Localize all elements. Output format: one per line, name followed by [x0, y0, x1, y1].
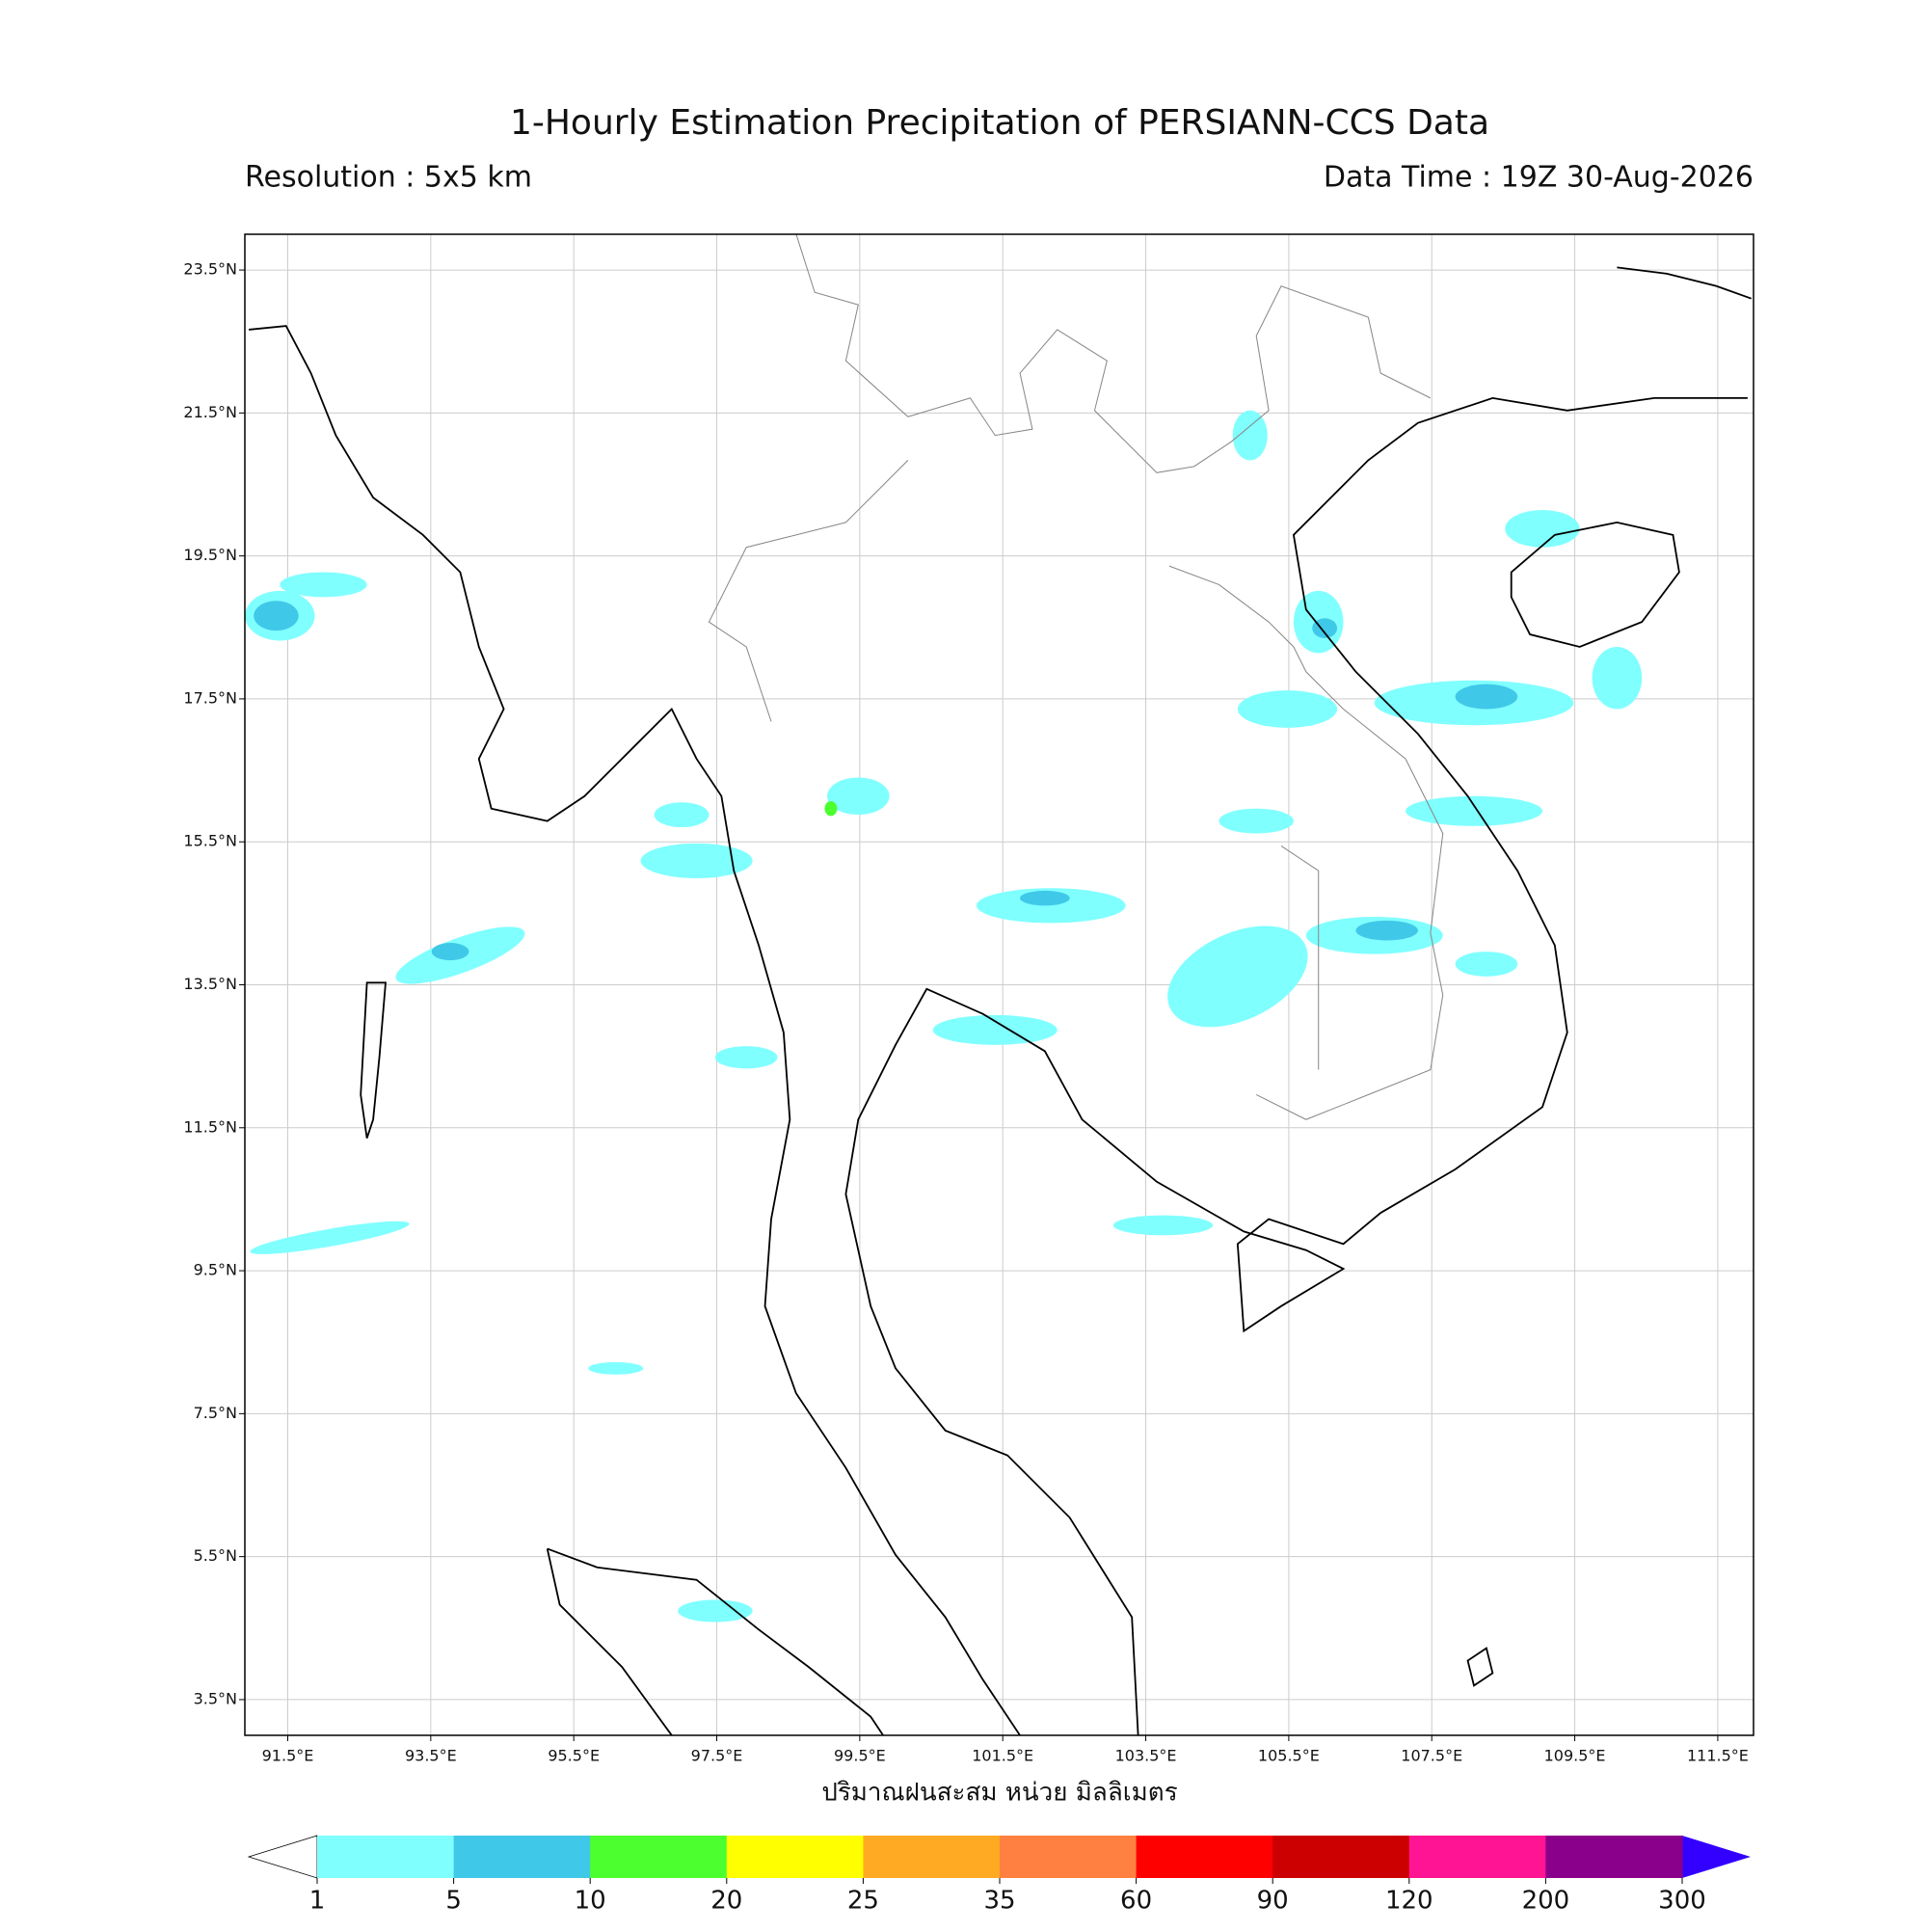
y-tick-label: 9.5°N — [194, 1261, 237, 1279]
y-tick-label: 21.5°N — [183, 403, 237, 421]
x-tick-label: 107.5°E — [1401, 1747, 1462, 1765]
colorbar-label: 35 — [983, 1887, 1015, 1916]
colorbar-swatch — [1545, 1836, 1683, 1878]
rain — [431, 943, 469, 961]
rain — [1218, 808, 1294, 834]
rain — [254, 601, 299, 631]
colorbar-swatch — [1408, 1836, 1546, 1878]
colorbar-label: 60 — [1120, 1887, 1152, 1916]
rain — [1355, 920, 1418, 941]
colorbar-over — [1682, 1836, 1751, 1878]
rain — [1112, 1215, 1214, 1236]
colorbar-label: 1 — [309, 1887, 326, 1916]
colorbar-swatch — [317, 1836, 455, 1878]
colorbar-swatch — [590, 1836, 728, 1878]
rain — [640, 843, 753, 878]
x-tick-label: 109.5°E — [1544, 1747, 1606, 1765]
rain — [1505, 510, 1580, 548]
rain — [932, 1014, 1058, 1045]
rain — [824, 800, 838, 817]
colorbar-swatch — [726, 1836, 864, 1878]
colorbar-swatch — [1272, 1836, 1410, 1878]
x-tick-label: 99.5°E — [834, 1747, 886, 1765]
x-tick-label: 111.5°E — [1687, 1747, 1749, 1765]
rain — [1237, 690, 1338, 728]
rain — [678, 1599, 753, 1623]
colorbar-swatch — [863, 1836, 1001, 1878]
x-tick-label: 103.5°E — [1115, 1747, 1177, 1765]
y-tick-label: 3.5°N — [194, 1689, 237, 1707]
y-tick-label: 7.5°N — [194, 1404, 237, 1422]
x-tick-label: 97.5°E — [691, 1747, 743, 1765]
colorbar-swatch — [453, 1836, 591, 1878]
map-layer — [245, 233, 1753, 1736]
rain — [714, 1046, 778, 1069]
rain — [280, 572, 367, 598]
rain — [976, 888, 1126, 924]
map-frame — [244, 233, 1754, 1736]
rain — [1020, 890, 1070, 906]
x-tick-label: 91.5°E — [262, 1747, 314, 1765]
colorbar-label: 20 — [710, 1887, 742, 1916]
y-tick-label: 11.5°N — [183, 1117, 237, 1136]
y-tick-label: 5.5°N — [194, 1546, 237, 1565]
colorbar: 1 5 10 20 25 35 60 90 120 200 300 — [247, 1835, 1751, 1916]
rain — [1406, 795, 1542, 826]
borders — [708, 233, 1444, 1120]
x-tick-label: 93.5°E — [405, 1747, 457, 1765]
colorbar-swatch — [1000, 1836, 1138, 1878]
rain — [588, 1361, 644, 1375]
colorbar-swatch — [1136, 1836, 1273, 1878]
colorbar-label: 300 — [1658, 1887, 1706, 1916]
rain — [1167, 926, 1308, 1028]
y-tick-label: 13.5°N — [183, 975, 237, 993]
rain — [1232, 410, 1268, 461]
rain — [1312, 618, 1338, 638]
y-tick-label: 15.5°N — [183, 832, 237, 850]
colorbar-label: 5 — [445, 1887, 462, 1916]
rain-areas — [245, 410, 1643, 1623]
colorbar-label: 200 — [1522, 1887, 1570, 1916]
colorbar-label: 120 — [1385, 1887, 1433, 1916]
rain — [1592, 646, 1643, 710]
colorbar-label: 10 — [575, 1887, 606, 1916]
y-tick-label: 17.5°N — [183, 688, 237, 707]
rain — [827, 777, 890, 816]
colorbar-label: 25 — [847, 1887, 879, 1916]
grid — [239, 234, 1754, 1741]
colorbar-under — [247, 1835, 318, 1879]
rain — [654, 802, 710, 828]
y-tick-label: 19.5°N — [183, 546, 237, 564]
x-axis-label: ปริมาณฝนสะสม หน่วย มิลลิเมตร — [821, 1779, 1177, 1808]
data-time: Data Time : 19Z 30-Aug-2026 — [1324, 161, 1754, 195]
x-tick-label: 95.5°E — [548, 1747, 600, 1765]
resolution: Resolution : 5x5 km — [245, 161, 532, 195]
x-tick-label: 101.5°E — [972, 1747, 1033, 1765]
rain — [1455, 952, 1518, 977]
colorbar-label: 90 — [1257, 1887, 1289, 1916]
rain — [250, 1221, 410, 1254]
title: 1-Hourly Estimation Precipitation of PER… — [510, 103, 1489, 143]
rain — [1455, 684, 1518, 710]
coastlines — [248, 266, 1753, 1736]
x-tick-label: 105.5°E — [1258, 1747, 1320, 1765]
y-tick-label: 23.5°N — [183, 260, 237, 279]
